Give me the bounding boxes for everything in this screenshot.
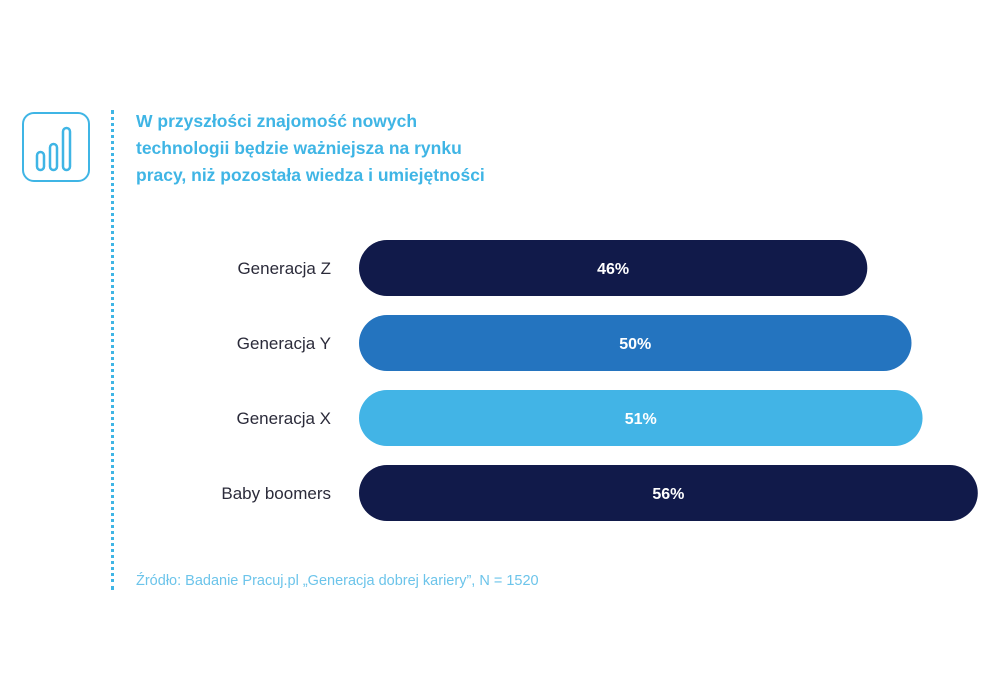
value-label: 46% [597, 261, 629, 278]
value-label: 51% [625, 411, 657, 428]
bar-generacja-z [359, 240, 868, 296]
chart-title: W przyszłości znajomość nowych technolog… [136, 108, 556, 189]
chart-title-line-3: pracy, niż pozostała wiedza i umiejętnoś… [136, 165, 485, 185]
chart-title-line-1: W przyszłości znajomość nowych [136, 111, 418, 131]
bar-generacja-x [359, 390, 923, 446]
value-label: 56% [652, 486, 684, 503]
bar-baby-boomers [359, 465, 978, 521]
bar-chart-icon [22, 112, 90, 182]
category-label: Generacja Y [237, 334, 331, 353]
bar-generacja-y [359, 315, 912, 371]
dotted-divider [111, 110, 114, 590]
value-label: 50% [619, 336, 651, 353]
category-label: Generacja Z [237, 259, 331, 278]
category-label: Generacja X [237, 409, 332, 428]
source-note: Źródło: Badanie Pracuj.pl „Generacja dob… [136, 573, 539, 589]
category-label: Baby boomers [221, 484, 331, 503]
chart-title-line-2: technologii będzie ważniejsza na rynku [136, 138, 462, 158]
